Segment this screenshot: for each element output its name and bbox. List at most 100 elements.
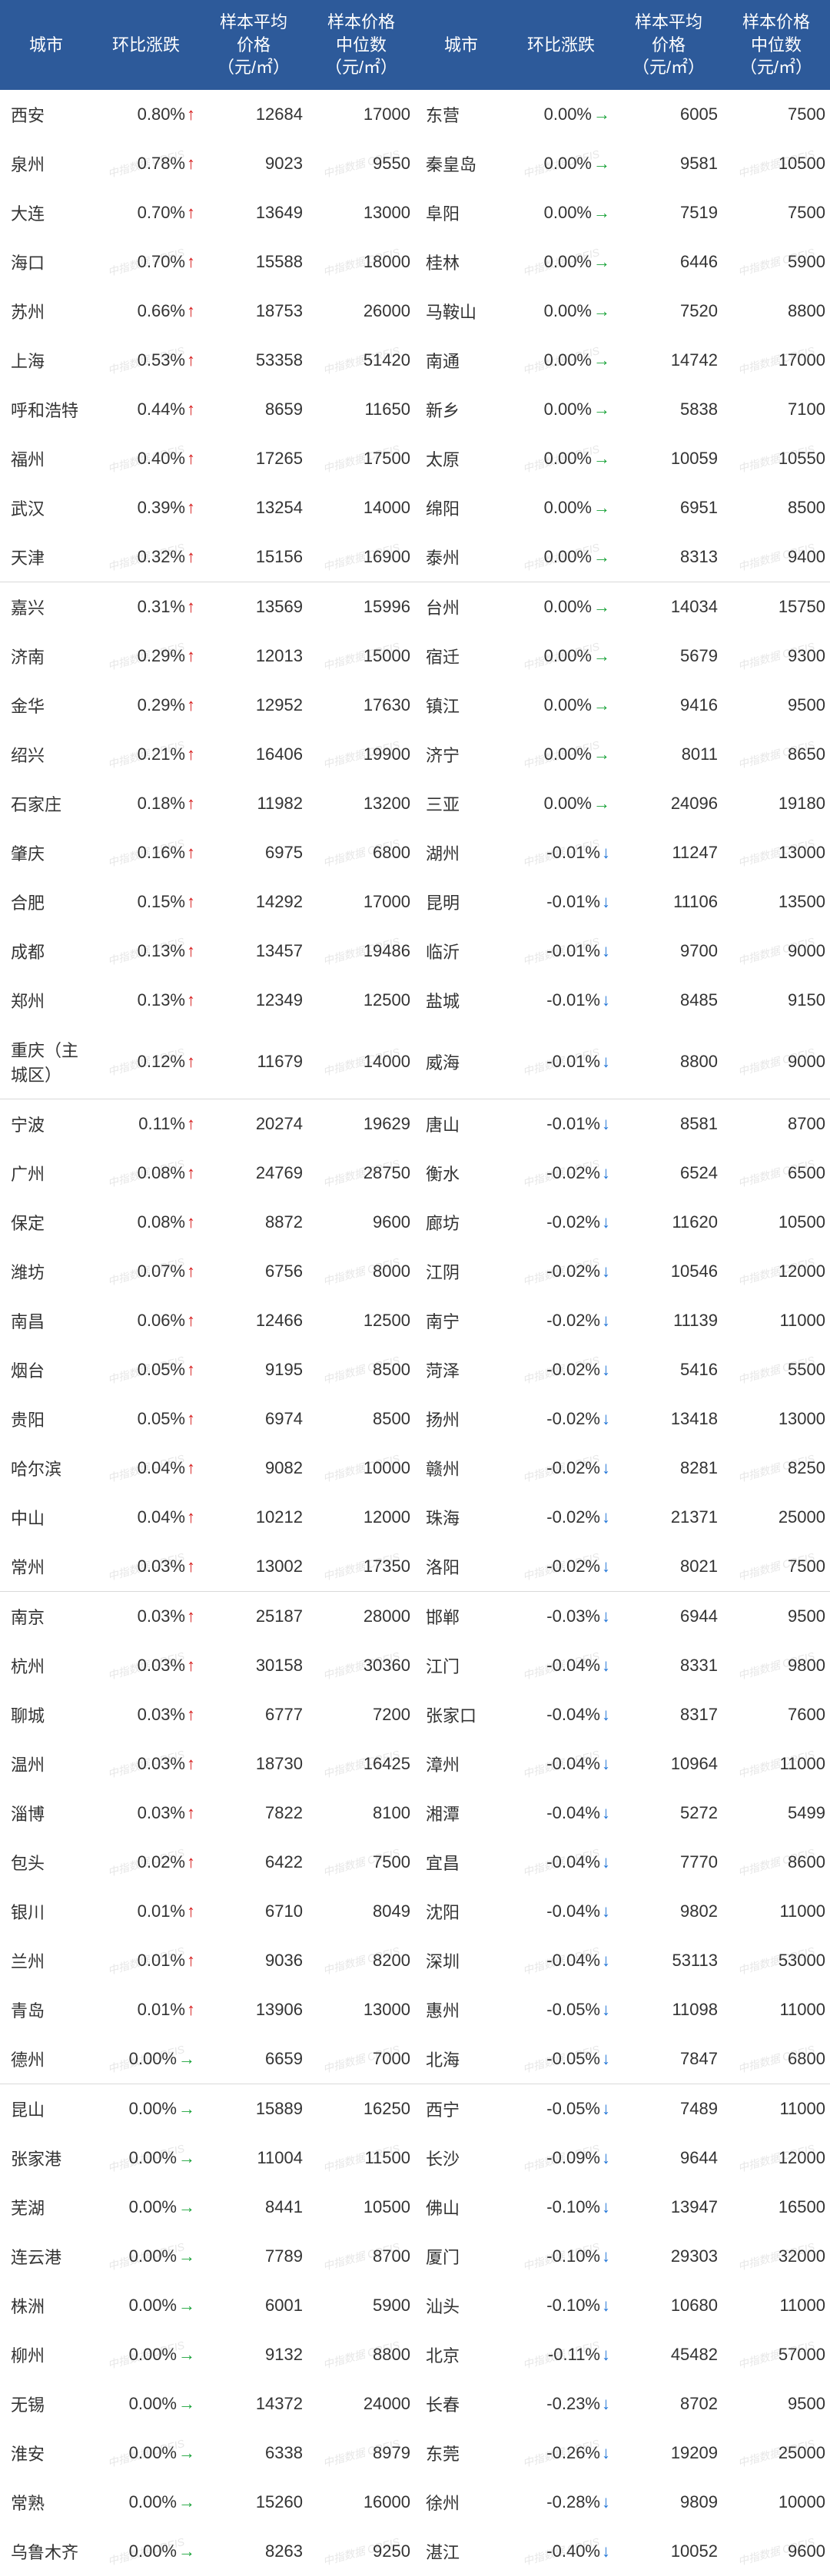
cell-change: 中指数据 CREIS-0.02%↓ [507, 1542, 615, 1592]
cell-city: 常州 [0, 1542, 92, 1592]
cell-change: 0.00%→ [507, 385, 615, 434]
cell-city: 阜阳 [415, 188, 507, 237]
cell-change: 中指数据 CREIS0.04%↑ [92, 1444, 200, 1493]
cell-change: 中指数据 CREIS0.03%↑ [92, 1641, 200, 1690]
cell-med: 中指数据 CREIS8800 [307, 2330, 415, 2379]
cell-avg: 16406 [200, 730, 307, 779]
cell-avg: 11098 [615, 1985, 722, 2034]
cell-avg: 14292 [200, 877, 307, 927]
cell-med: 中指数据 CREIS18000 [307, 237, 415, 287]
cell-change: 中指数据 CREIS0.01%↑ [92, 1936, 200, 1985]
cell-avg: 12466 [200, 1296, 307, 1345]
cell-city: 苏州 [0, 287, 92, 336]
cell-city: 南宁 [415, 1296, 507, 1345]
cell-change: 中指数据 CREIS-0.04%↓ [507, 1739, 615, 1789]
cell-avg: 7847 [615, 2034, 722, 2084]
cell-change: 中指数据 CREIS0.00%→ [92, 2330, 200, 2379]
table-row: 上海中指数据 CREIS0.53%↑53358中指数据 CREIS51420南通… [0, 336, 830, 385]
cell-med: 中指数据 CREIS9250 [307, 2527, 415, 2576]
cell-avg: 6756 [200, 1247, 307, 1296]
table-row: 石家庄0.18%↑1198213200三亚0.00%→2409619180 [0, 779, 830, 828]
table-row: 广州中指数据 CREIS0.08%↑24769中指数据 CREIS28750衡水… [0, 1149, 830, 1198]
cell-med: 中指数据 CREIS9400 [722, 532, 830, 582]
cell-city: 淄博 [0, 1789, 92, 1838]
cell-change: 0.00%→ [92, 2084, 200, 2134]
cell-med: 中指数据 CREIS57000 [722, 2330, 830, 2379]
cell-avg: 6777 [200, 1690, 307, 1739]
cell-med: 15996 [307, 582, 415, 632]
cell-city: 洛阳 [415, 1542, 507, 1592]
cell-city: 西安 [0, 90, 92, 139]
cell-avg: 14742 [615, 336, 722, 385]
cell-change: 中指数据 CREIS0.00%→ [92, 2527, 200, 2576]
cell-city: 张家口 [415, 1690, 507, 1739]
cell-med: 10500 [307, 2183, 415, 2232]
cell-change: 0.00%→ [507, 483, 615, 532]
cell-avg: 9036 [200, 1936, 307, 1985]
cell-avg: 11139 [615, 1296, 722, 1345]
cell-med: 19629 [307, 1099, 415, 1149]
cell-city: 柳州 [0, 2330, 92, 2379]
table-row: 淮安中指数据 CREIS0.00%→6338中指数据 CREIS8979东莞中指… [0, 2428, 830, 2478]
cell-city: 连云港 [0, 2232, 92, 2281]
cell-med: 中指数据 CREIS9300 [722, 632, 830, 681]
cell-change: 中指数据 CREIS0.00%→ [92, 2428, 200, 2478]
cell-change: 中指数据 CREIS0.00%→ [507, 237, 615, 287]
cell-avg: 8581 [615, 1099, 722, 1149]
cell-med: 中指数据 CREIS9600 [722, 2527, 830, 2576]
cell-med: 中指数据 CREIS5500 [722, 1345, 830, 1394]
cell-avg: 11247 [615, 828, 722, 877]
cell-med: 9500 [722, 2379, 830, 2428]
cell-change: 中指数据 CREIS-0.10%↓ [507, 2232, 615, 2281]
cell-change: 中指数据 CREIS-0.04%↓ [507, 1936, 615, 1985]
cell-med: 17630 [307, 681, 415, 730]
cell-med: 11650 [307, 385, 415, 434]
cell-avg: 18753 [200, 287, 307, 336]
table-row: 金华0.29%↑1295217630镇江0.00%→94169500 [0, 681, 830, 730]
cell-city: 绍兴 [0, 730, 92, 779]
cell-med: 16500 [722, 2183, 830, 2232]
cell-med: 7100 [722, 385, 830, 434]
cell-med: 28000 [307, 1592, 415, 1642]
cell-city: 武汉 [0, 483, 92, 532]
cell-med: 中指数据 CREIS8700 [307, 2232, 415, 2281]
cell-med: 中指数据 CREIS19486 [307, 927, 415, 976]
cell-change: -0.05%↓ [507, 1985, 615, 2034]
cell-change: 0.11%↑ [92, 1099, 200, 1149]
cell-med: 中指数据 CREIS16425 [307, 1739, 415, 1789]
table-row: 青岛0.01%↑1390613000惠州-0.05%↓1109811000 [0, 1985, 830, 2034]
table-row: 杭州中指数据 CREIS0.03%↑30158中指数据 CREIS30360江门… [0, 1641, 830, 1690]
cell-med: 13000 [307, 1985, 415, 2034]
table-row: 银川0.01%↑67108049沈阳-0.04%↓980211000 [0, 1887, 830, 1936]
cell-change: 中指数据 CREIS-0.02%↓ [507, 1149, 615, 1198]
cell-med: 7200 [307, 1690, 415, 1739]
cell-city: 深圳 [415, 1936, 507, 1985]
cell-change: 0.39%↑ [92, 483, 200, 532]
cell-med: 中指数据 CREIS8979 [307, 2428, 415, 2478]
cell-avg: 6446 [615, 237, 722, 287]
cell-change: 中指数据 CREIS0.00%→ [507, 730, 615, 779]
cell-avg: 5679 [615, 632, 722, 681]
th-med-right: 样本价格中位数 （元/㎡） [722, 0, 830, 90]
table-row: 哈尔滨中指数据 CREIS0.04%↑9082中指数据 CREIS10000赣州… [0, 1444, 830, 1493]
table-row: 柳州中指数据 CREIS0.00%→9132中指数据 CREIS8800北京中指… [0, 2330, 830, 2379]
cell-avg: 10212 [200, 1493, 307, 1542]
cell-city: 上海 [0, 336, 92, 385]
price-table: 城市 环比涨跌 样本平均价格 （元/㎡） 样本价格中位数 （元/㎡） 城市 环比… [0, 0, 830, 2576]
cell-med: 中指数据 CREIS30360 [307, 1641, 415, 1690]
table-row: 德州中指数据 CREIS0.00%→6659中指数据 CREIS7000北海中指… [0, 2034, 830, 2084]
table-row: 海口中指数据 CREIS0.70%↑15588中指数据 CREIS18000桂林… [0, 237, 830, 287]
cell-avg: 8011 [615, 730, 722, 779]
cell-city: 包头 [0, 1838, 92, 1887]
cell-city: 广州 [0, 1149, 92, 1198]
cell-city: 东营 [415, 90, 507, 139]
cell-city: 芜湖 [0, 2183, 92, 2232]
cell-change: 中指数据 CREIS-0.01%↓ [507, 1025, 615, 1099]
cell-med: 中指数据 CREIS17000 [722, 336, 830, 385]
cell-change: -0.05%↓ [507, 2084, 615, 2134]
cell-med: 17000 [307, 877, 415, 927]
cell-avg: 15260 [200, 2478, 307, 2527]
cell-med: 15750 [722, 582, 830, 632]
cell-change: 0.70%↑ [92, 188, 200, 237]
cell-city: 江门 [415, 1641, 507, 1690]
